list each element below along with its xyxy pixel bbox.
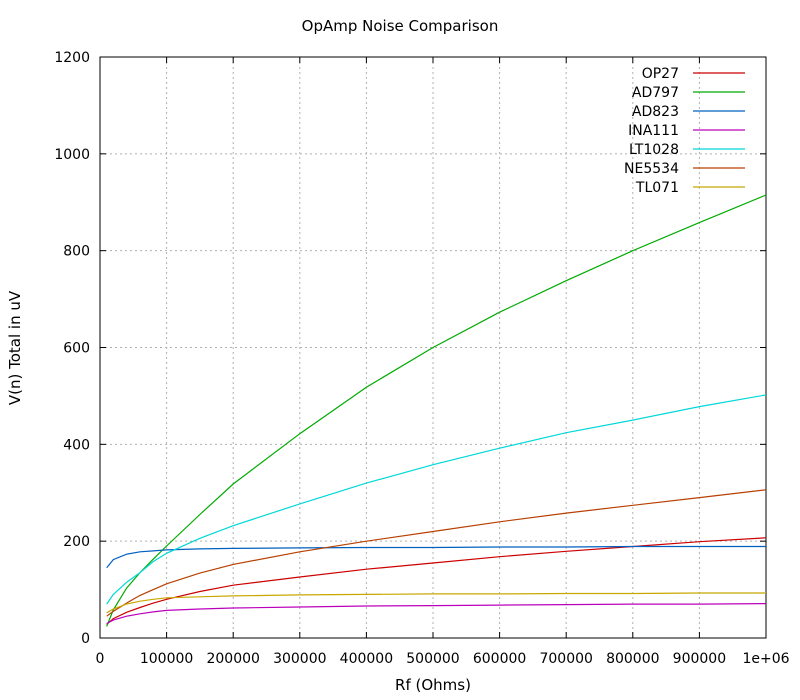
x-tick-label: 600000	[473, 651, 526, 667]
y-tick-label: 200	[63, 534, 90, 550]
legend-label: NE5534	[624, 161, 679, 177]
legend-label: INA111	[628, 123, 679, 139]
x-tick-label: 900000	[673, 651, 726, 667]
series-line-op27	[106, 537, 767, 625]
x-tick-label: 300000	[273, 651, 326, 667]
series-line-ad797	[106, 194, 767, 627]
series-line-ad823	[106, 545, 766, 569]
y-tick-label: 1000	[54, 147, 90, 163]
legend-label: OP27	[642, 66, 679, 82]
y-tick-label: 400	[63, 437, 90, 453]
legend-label: AD823	[632, 104, 679, 120]
y-tick-label: 1200	[54, 50, 90, 66]
x-tick-label: 200000	[206, 651, 259, 667]
x-tick-label: 400000	[340, 651, 393, 667]
x-axis-label: Rf (Ohms)	[395, 676, 471, 694]
series-line-lt1028	[106, 394, 767, 605]
legend-label: TL071	[635, 180, 679, 196]
y-tick-label: 800	[63, 244, 90, 260]
series-line-ne5534	[106, 489, 767, 617]
legend-label: LT1028	[629, 142, 679, 158]
series-line-tl071	[106, 592, 766, 614]
x-tick-label: 0	[96, 651, 105, 667]
chart-title: OpAmp Noise Comparison	[301, 17, 499, 35]
series-line-ina111	[106, 602, 767, 625]
x-tick-label: 1e+06	[742, 651, 789, 667]
x-tick-label: 100000	[140, 651, 193, 667]
x-tick-label: 700000	[539, 651, 592, 667]
y-tick-label: 600	[63, 341, 90, 357]
x-tick-label: 500000	[406, 651, 459, 667]
y-tick-label: 0	[81, 631, 90, 647]
legend-label: AD797	[632, 85, 679, 101]
x-tick-label: 800000	[606, 651, 659, 667]
